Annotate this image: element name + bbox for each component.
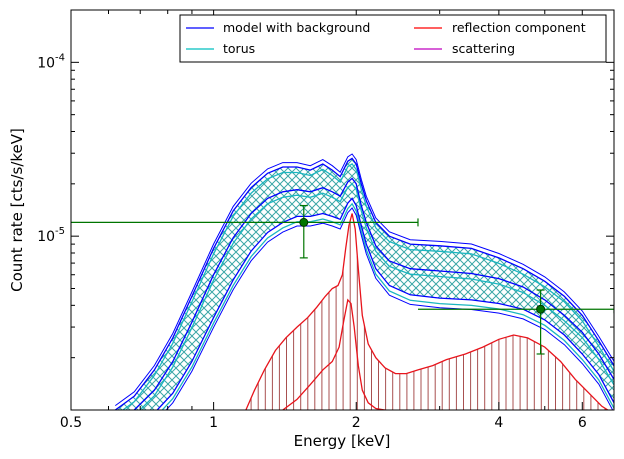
legend-label-model: model with background: [223, 20, 370, 35]
y-tick-label: 10-4: [37, 52, 65, 71]
x-tick-label: 0.5: [60, 415, 82, 431]
model-line-3: [156, 197, 614, 410]
data-marker: [299, 217, 309, 227]
x-axis-label: Energy [keV]: [294, 432, 391, 450]
x-tick-label: 1: [209, 415, 218, 431]
legend-box: [179, 14, 607, 63]
legend: model with background reflection compone…: [179, 14, 607, 63]
legend-label-torus: torus: [223, 41, 255, 56]
x-tick-label: 2: [352, 415, 361, 431]
model-line-lower-outer: [165, 207, 614, 410]
torus-line-1: [121, 163, 614, 410]
model-confidence-band: [115, 158, 614, 410]
plot-frame: [70, 9, 615, 411]
x-tick-label: 6: [578, 415, 587, 431]
y-tick-label: 10-5: [37, 226, 65, 245]
legend-label-reflection: reflection component: [452, 20, 586, 35]
data-point-2: [417, 289, 614, 355]
plot-area: [71, 153, 614, 410]
torus-line-3: [161, 202, 614, 410]
data-point-1: [71, 204, 419, 259]
model-line-2: [133, 177, 614, 410]
torus-line-2: [138, 182, 614, 410]
y-axis-label: Count rate [cts/s/keV]: [8, 128, 26, 292]
model-line-upper-outer: [115, 153, 614, 407]
data-marker: [536, 304, 546, 314]
axis-ticks: 0.5 1 2 4 6 10-5 10-4: [37, 10, 614, 431]
reflection-line-lower: [282, 298, 386, 410]
legend-label-scattering: scattering: [452, 41, 515, 56]
x-tick-label: 4: [494, 415, 503, 431]
reflection-line: [245, 213, 610, 410]
model-line-1: [114, 157, 614, 410]
